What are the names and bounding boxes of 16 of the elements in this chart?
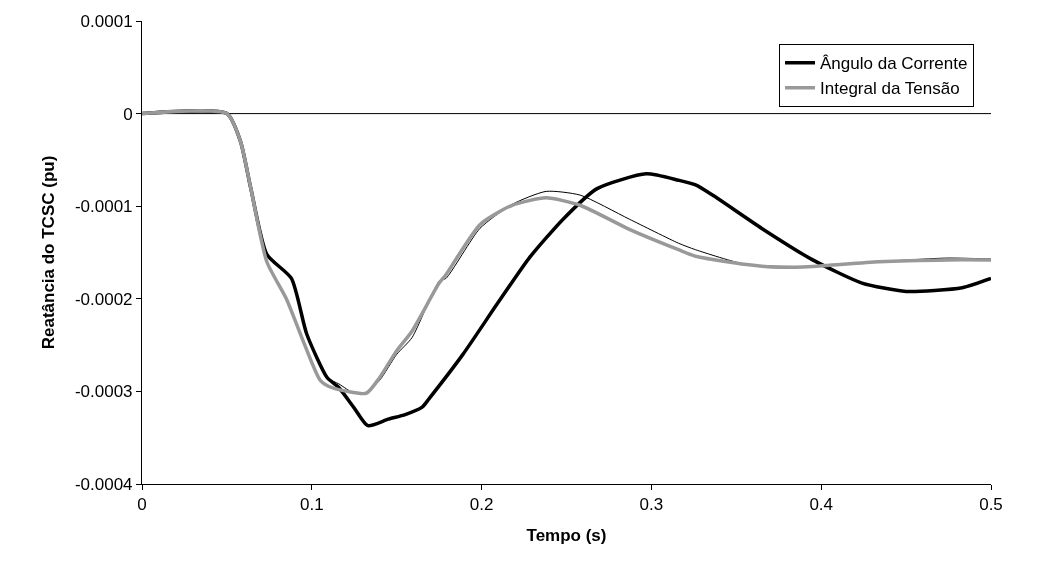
- y-tick-label: -0.0004: [74, 474, 133, 494]
- x-tick-label: 0.5: [979, 495, 1003, 515]
- x-tick-label: 0.4: [809, 495, 834, 515]
- y-tick-label: -0.0001: [74, 197, 133, 217]
- y-tick-label: -0.0002: [74, 289, 133, 309]
- x-axis-title: Tempo (s): [526, 525, 607, 545]
- y-tick-label: 0: [123, 104, 133, 124]
- x-tick-label: 0.1: [299, 495, 324, 515]
- y-tick-label: 0.0001: [80, 11, 133, 31]
- x-tick-label: 0.3: [639, 495, 664, 515]
- y-axis-title: Reatância do TCSC (pu): [39, 155, 59, 350]
- legend-label: Ângulo da Corrente: [820, 54, 968, 74]
- legend-label: Integral da Tensão: [820, 79, 960, 99]
- x-tick-label: 0.2: [469, 495, 494, 515]
- y-tick-label: -0.0003: [74, 382, 133, 402]
- x-tick-label: 0: [137, 495, 147, 515]
